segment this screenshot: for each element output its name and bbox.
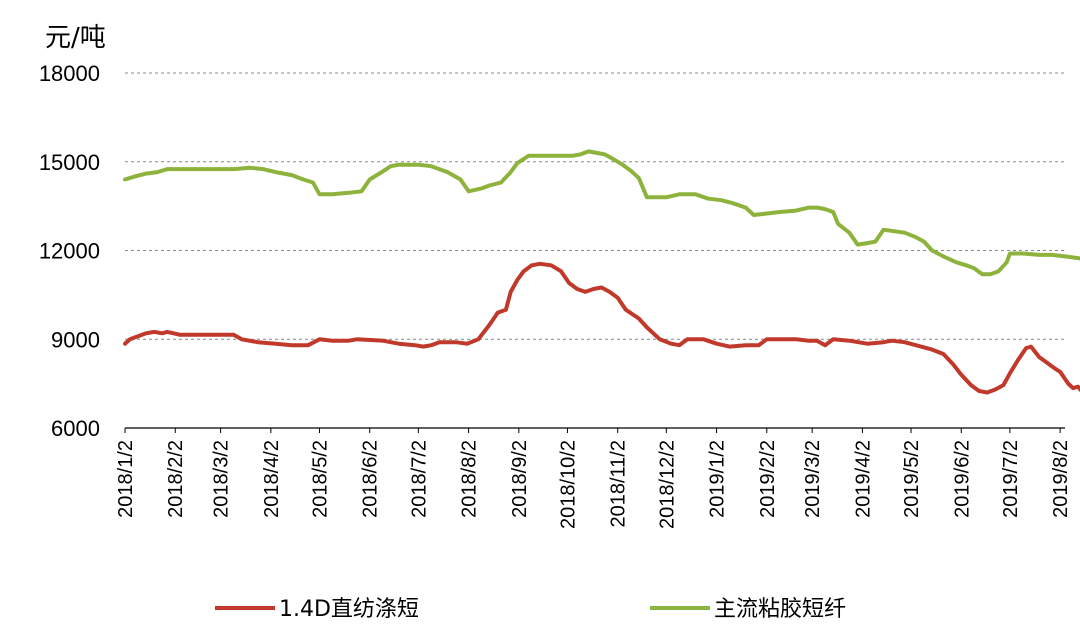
legend: 1.4D直纺涤短 主流粘胶短纤	[215, 597, 846, 622]
x-tick-label: 2019/3/2	[802, 440, 824, 518]
y-tick-label: 12000	[39, 239, 100, 264]
x-tick-label: 2018/7/2	[408, 440, 430, 518]
x-tick-label: 2018/11/2	[608, 440, 630, 528]
x-tick-label: 2018/8/2	[459, 440, 481, 518]
x-tick-label: 2018/10/2	[557, 440, 579, 529]
x-tick-label: 2018/1/2	[115, 440, 137, 518]
series-line-2	[123, 149, 1080, 277]
x-tick-label: 2019/7/2	[1000, 440, 1022, 518]
series-line-1	[123, 261, 1080, 395]
x-tick-label: 2018/5/2	[309, 440, 331, 518]
x-tick-label: 2019/6/2	[951, 440, 973, 518]
legend-label-1: 1.4D直纺涤短	[279, 597, 419, 622]
x-tick-label: 2018/6/2	[360, 440, 382, 518]
x-tick-label: 2019/4/2	[852, 440, 874, 518]
y-tick-label: 15000	[39, 150, 100, 175]
gridlines	[125, 72, 1065, 340]
x-tick-label: 2019/5/2	[901, 440, 923, 518]
y-tick-label: 6000	[51, 416, 100, 441]
x-tick-label: 2019/1/2	[707, 440, 729, 518]
x-tick-label: 2018/12/2	[656, 440, 678, 529]
x-axis-ticks: 2018/1/2 2018/2/2 2018/3/2 2018/4/2 2018/5/2…	[115, 428, 1072, 529]
x-tick-label: 2019/2/2	[757, 440, 779, 518]
y-axis-unit-label: 元/吨	[45, 23, 106, 53]
series-lines	[123, 149, 1080, 395]
x-tick-label: 2018/4/2	[261, 440, 283, 518]
x-tick-label: 2018/3/2	[211, 440, 233, 518]
y-axis-ticks: 18000 15000 12000 9000 6000	[39, 61, 100, 441]
x-tick-label: 2019/8/2	[1050, 440, 1072, 518]
y-tick-label: 9000	[51, 327, 100, 352]
x-tick-label: 2018/2/2	[165, 440, 187, 518]
y-tick-label: 18000	[39, 61, 100, 86]
legend-label-2: 主流粘胶短纤	[714, 597, 846, 622]
x-tick-label: 2018/9/2	[509, 440, 531, 518]
